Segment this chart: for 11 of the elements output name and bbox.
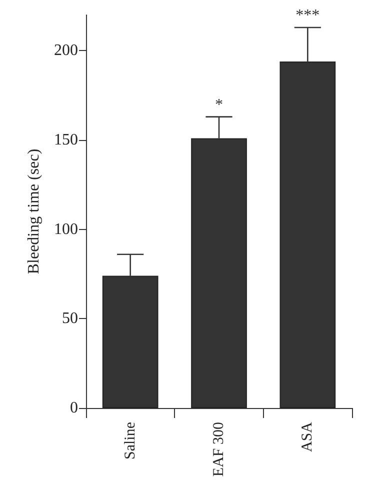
annotation: * bbox=[215, 96, 223, 114]
y-tick-label: 150 bbox=[54, 132, 78, 149]
annotation: *** bbox=[296, 7, 320, 24]
y-tick-label: 0 bbox=[70, 400, 78, 416]
y-tick-label: 200 bbox=[54, 42, 78, 60]
y-tick-label: 100 bbox=[54, 220, 78, 238]
x-tick-label: ASA bbox=[300, 422, 316, 452]
x-tick-label: EAF 300 bbox=[211, 422, 227, 477]
x-tick-label: Saline bbox=[122, 422, 138, 460]
y-tick-label: 50 bbox=[62, 310, 78, 328]
y-axis-title: Bleeding time (sec) bbox=[26, 148, 42, 274]
